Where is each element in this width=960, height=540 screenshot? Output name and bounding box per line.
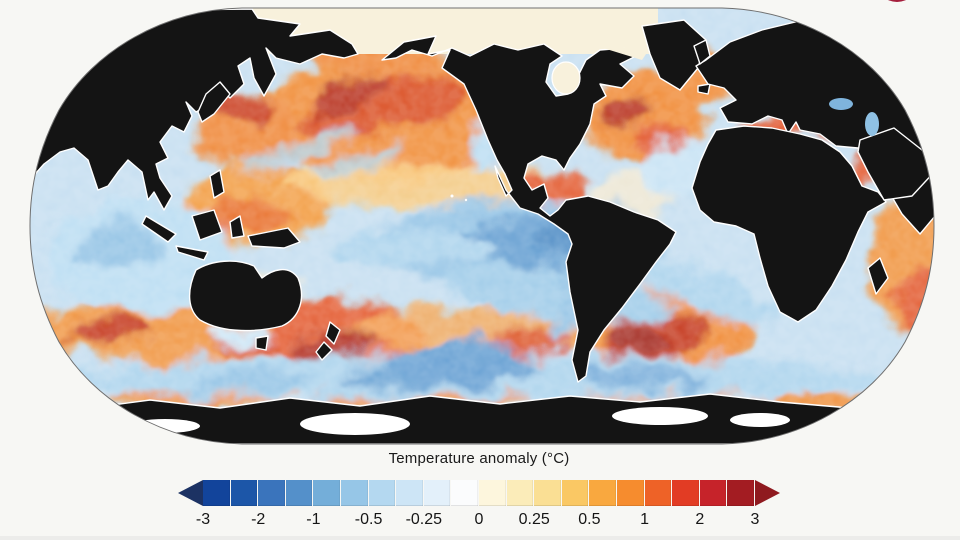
land-borneo <box>191 209 223 241</box>
legend-segment <box>230 480 258 506</box>
land-sumatra <box>141 215 177 243</box>
antarctic-ice-patch <box>130 419 200 433</box>
legend-tick-label: 3 <box>750 511 760 528</box>
land-java <box>175 245 209 261</box>
legend-tick-label: 0.5 <box>578 511 601 528</box>
legend-tick-label: 2 <box>695 511 705 528</box>
legend-tick-label: -3 <box>195 511 211 528</box>
legend-tick-label: -1 <box>306 511 321 528</box>
land-iceland <box>697 83 711 95</box>
legend-segment <box>258 480 285 506</box>
land-new-zealand-south <box>315 341 333 361</box>
sst-anomaly-map-svg <box>29 7 935 445</box>
legend-segment <box>203 480 230 506</box>
black-sea <box>829 98 853 110</box>
hawaii-islands <box>450 194 454 198</box>
legend-segment <box>589 480 616 506</box>
colorbar-segments <box>203 480 755 506</box>
legend-segment <box>285 480 313 506</box>
legend-segment <box>727 480 754 506</box>
legend-tick-label: -0.25 <box>405 511 443 528</box>
legend-segment <box>699 480 727 506</box>
legend-segment <box>451 480 478 506</box>
legend-segment <box>340 480 368 506</box>
partial-logo-circle <box>876 0 918 2</box>
bottom-strip <box>0 536 960 540</box>
legend-segment <box>561 480 589 506</box>
legend-segment <box>506 480 534 506</box>
legend-segment <box>534 480 561 506</box>
map-interior <box>30 8 934 444</box>
colorbar-left-arrow <box>178 480 203 506</box>
land-philippines <box>209 169 225 199</box>
land-tasmania <box>255 335 269 351</box>
land-arabia <box>857 127 934 201</box>
water-ice-overlays <box>130 38 879 435</box>
colorbar-legend: Temperature anomaly (°C) -3 -2 -1 -0.5 -0.25… <box>178 450 780 533</box>
land-japan <box>197 81 231 123</box>
hudson-bay-ice <box>551 61 581 95</box>
world-map <box>29 7 935 445</box>
legend-segment <box>396 480 423 506</box>
land-africa <box>691 125 887 323</box>
land-greenland <box>641 19 707 91</box>
caspian-sea <box>865 112 879 136</box>
land-australia <box>189 260 303 332</box>
land-new-zealand-north <box>325 321 341 345</box>
land-sulawesi <box>229 215 245 239</box>
legend-tick-label: 0.25 <box>518 511 550 528</box>
land-britain <box>693 39 711 65</box>
colorbar-right-arrow <box>754 480 780 506</box>
ross-ice-shelf <box>300 413 410 435</box>
colorbar <box>178 480 780 506</box>
legend-title: Temperature anomaly (°C) <box>388 450 570 467</box>
legend-tick-label: -2 <box>251 511 266 528</box>
legend-tick-label: 1 <box>640 511 650 528</box>
legend-segment <box>313 480 340 506</box>
legend-segment <box>672 480 699 506</box>
legend-segment <box>644 480 672 506</box>
weddell-ice-shelf <box>612 407 708 425</box>
land-layer <box>30 8 934 444</box>
land-new-guinea <box>247 227 301 249</box>
legend-segment <box>616 480 644 506</box>
pacific-island <box>464 198 468 202</box>
colorbar-tick-labels: -3 -2 -1 -0.5 -0.25 0 0.25 0.5 1 2 3 <box>178 511 780 533</box>
land-madagascar <box>867 257 889 295</box>
legend-segment <box>368 480 396 506</box>
legend-segment <box>478 480 506 506</box>
antarctic-ice-patch-2 <box>730 413 790 427</box>
arctic-channel-2 <box>566 40 612 52</box>
legend-tick-label: 0 <box>474 511 484 528</box>
legend-tick-label: -0.5 <box>354 511 383 528</box>
legend-segment <box>423 480 451 506</box>
